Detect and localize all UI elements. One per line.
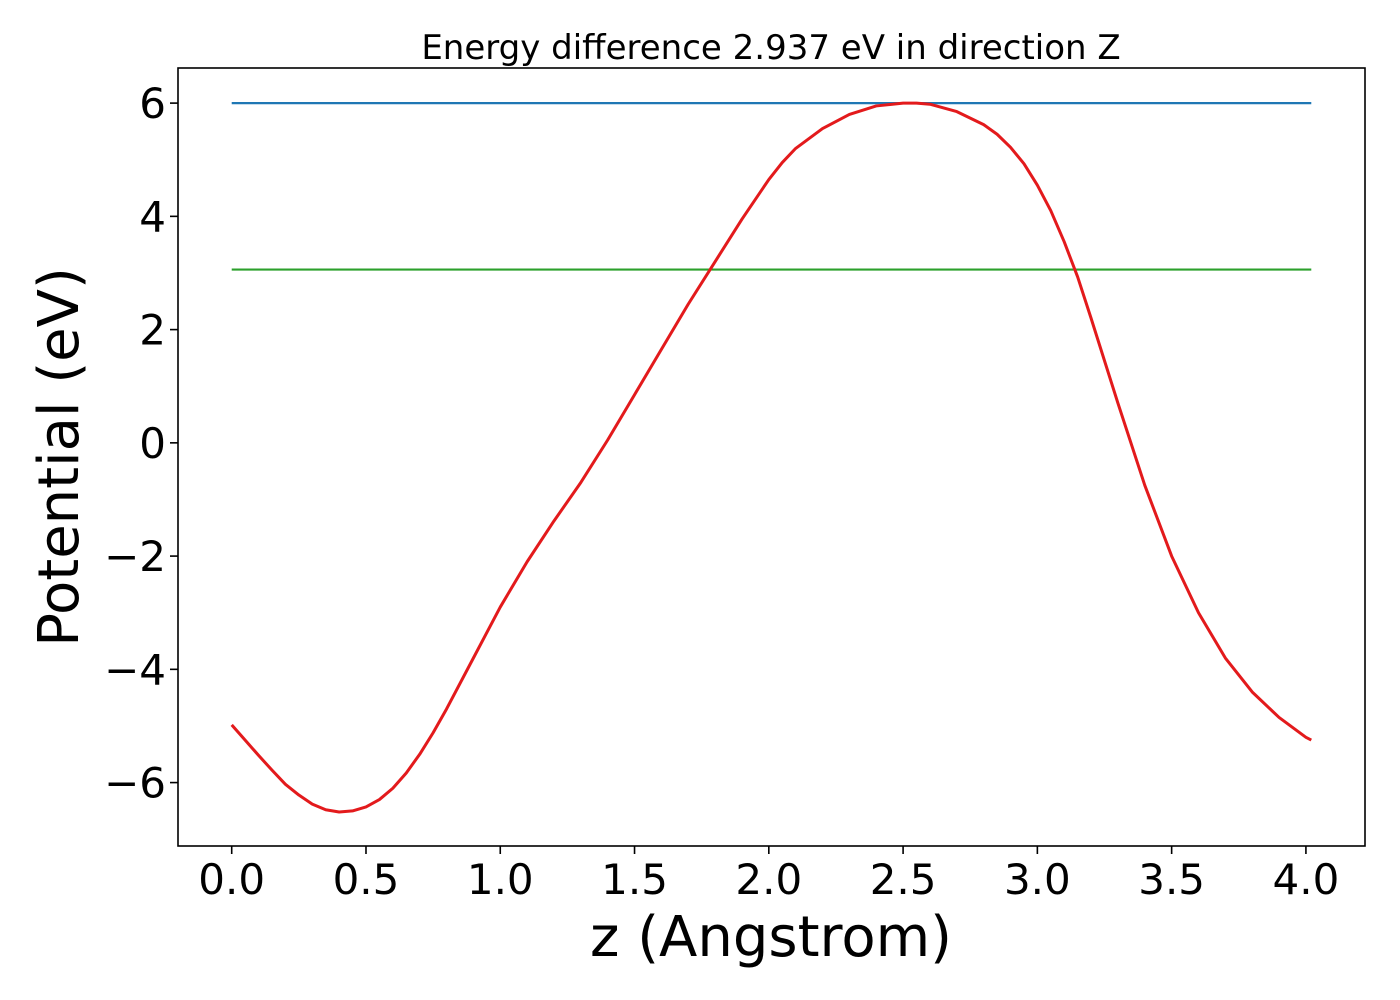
chart-title: Energy difference 2.937 eV in direction …: [421, 28, 1120, 68]
series-line-3: [230, 101, 1312, 814]
y-tick-label: −6: [104, 759, 166, 808]
x-tick-label: 3.0: [1004, 855, 1071, 904]
y-tick-label: −4: [104, 645, 166, 694]
x-tick-label: 4.0: [1273, 855, 1340, 904]
x-tick-label: 3.5: [1138, 855, 1205, 904]
x-tick-label: 1.0: [467, 855, 534, 904]
y-axis-ticks: −6 −4 −2 0 2 4 6: [104, 79, 178, 808]
y-tick-label: 6: [139, 79, 166, 128]
x-axis-ticks: 0.0 0.5 1.0 1.5 2.0 2.5 3.0 3.5 4.0: [198, 846, 1339, 904]
x-tick-label: 0.0: [198, 855, 265, 904]
x-tick-label: 1.5: [601, 855, 668, 904]
y-axis-label: Potential (eV): [27, 267, 92, 647]
series-layer: [230, 101, 1312, 814]
y-tick-label: 4: [139, 192, 166, 241]
x-tick-label: 2.0: [735, 855, 802, 904]
x-tick-label: 2.5: [870, 855, 937, 904]
plot-frame: [177, 67, 1366, 847]
y-tick-label: 0: [139, 419, 166, 468]
y-tick-label: −2: [104, 532, 166, 581]
x-axis-label: z (Angstrom): [590, 905, 952, 970]
x-tick-label: 0.5: [333, 855, 400, 904]
y-tick-label: 2: [139, 306, 166, 355]
